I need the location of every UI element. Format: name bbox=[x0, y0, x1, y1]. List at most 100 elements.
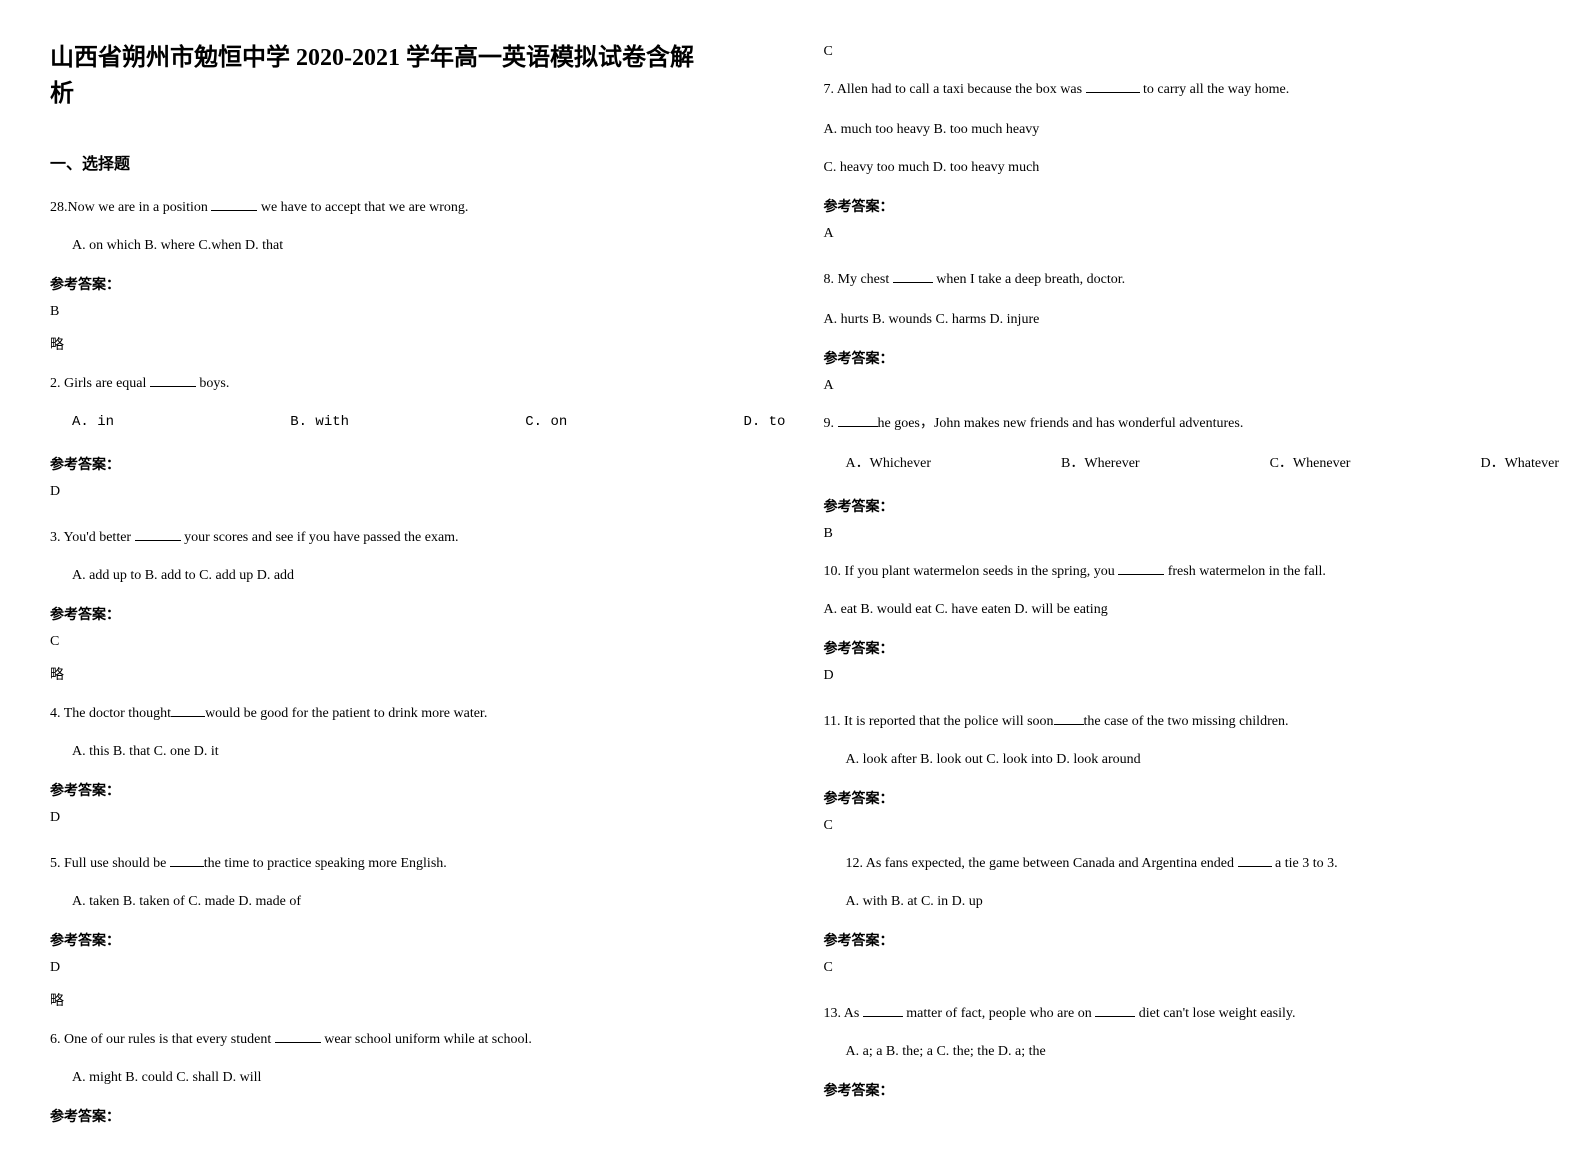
q8-stem-b: when I take a deep breath, doctor. bbox=[933, 272, 1125, 287]
q7-options-1: A. much too heavy B. too much heavy bbox=[824, 116, 1538, 144]
q3-stem-a: 3. You'd better bbox=[50, 530, 135, 545]
q5-stem-a: 5. Full use should be bbox=[50, 856, 170, 871]
q7-stem: 7. Allen had to call a taxi because the … bbox=[824, 76, 1538, 104]
q4-answer: D bbox=[50, 810, 764, 826]
q28-stem-b: we have to accept that we are wrong. bbox=[257, 200, 468, 215]
q10-stem: 10. If you plant watermelon seeds in the… bbox=[824, 558, 1538, 586]
skip-text: 略 bbox=[50, 664, 764, 684]
answer-label: 参考答案： bbox=[824, 496, 1538, 516]
blank bbox=[838, 414, 878, 427]
q9-answer: B bbox=[824, 526, 1538, 542]
q11-stem-a: 11. It is reported that the police will … bbox=[824, 714, 1054, 729]
q11-stem-b: the case of the two missing children. bbox=[1084, 714, 1289, 729]
q2-answer: D bbox=[50, 484, 764, 500]
q9-oA: A．Whichever bbox=[846, 450, 932, 478]
answer-label: 参考答案： bbox=[824, 1080, 1538, 1100]
q28-answer: B bbox=[50, 304, 764, 320]
q8-stem: 8. My chest when I take a deep breath, d… bbox=[824, 266, 1538, 294]
q3-options: A. add up to B. add to C. add up D. add bbox=[72, 562, 764, 590]
q11-stem: 11. It is reported that the police will … bbox=[824, 708, 1538, 736]
q28-options: A. on which B. where C.when D. that bbox=[72, 232, 764, 260]
q4-stem-a: 4. The doctor thought bbox=[50, 706, 171, 721]
q12-stem-a: 12. As fans expected, the game between C… bbox=[846, 856, 1238, 871]
q9-stem: 9. he goes，John makes new friends and ha… bbox=[824, 410, 1538, 438]
q5-stem-b: the time to practice speaking more Engli… bbox=[204, 856, 447, 871]
blank bbox=[1086, 80, 1140, 93]
q13-stem-b: diet can't lose weight easily. bbox=[1135, 1006, 1295, 1021]
q4-stem-b: would be good for the patient to drink m… bbox=[205, 706, 487, 721]
q6-answer: C bbox=[824, 44, 1538, 60]
q9-stem-b: he goes，John makes new friends and has w… bbox=[878, 416, 1244, 431]
skip-text: 略 bbox=[50, 334, 764, 354]
q12-answer: C bbox=[824, 960, 1538, 976]
q6-options: A. might B. could C. shall D. will bbox=[72, 1064, 764, 1092]
q3-stem: 3. You'd better your scores and see if y… bbox=[50, 524, 764, 552]
q28-stem: 28.Now we are in a position we have to a… bbox=[50, 194, 764, 222]
answer-label: 参考答案： bbox=[50, 930, 764, 950]
blank bbox=[171, 704, 205, 717]
blank bbox=[863, 1004, 903, 1017]
q13-options: A. a; a B. the; a C. the; the D. a; the bbox=[846, 1038, 1538, 1066]
blank bbox=[1095, 1004, 1135, 1017]
q2-stem-a: 2. Girls are equal bbox=[50, 376, 150, 391]
q9-stem-a: 9. bbox=[824, 416, 838, 431]
blank bbox=[170, 854, 204, 867]
q4-options: A. this B. that C. one D. it bbox=[72, 738, 764, 766]
blank bbox=[275, 1030, 321, 1043]
q2-oB: B. with bbox=[290, 408, 349, 436]
q9-oD: D．Whatever bbox=[1480, 450, 1559, 478]
blank bbox=[1054, 712, 1084, 725]
q7-stem-b: to carry all the way home. bbox=[1140, 82, 1290, 97]
answer-label: 参考答案： bbox=[824, 930, 1538, 950]
answer-label: 参考答案： bbox=[50, 604, 764, 624]
q13-stem-mid: matter of fact, people who are on bbox=[903, 1006, 1095, 1021]
q13-stem-a: 13. As bbox=[824, 1006, 863, 1021]
q2-options: A. in B. with C. on D. to bbox=[72, 408, 786, 436]
q12-options: A. with B. at C. in D. up bbox=[846, 888, 1538, 916]
q7-options-2: C. heavy too much D. too heavy much bbox=[824, 154, 1538, 182]
q2-oD: D. to bbox=[743, 408, 785, 436]
answer-label: 参考答案： bbox=[50, 454, 764, 474]
q7-stem-a: 7. Allen had to call a taxi because the … bbox=[824, 82, 1086, 97]
exam-title: 山西省朔州市勉恒中学 2020-2021 学年高一英语模拟试卷含解 析 bbox=[50, 40, 764, 112]
q12-stem-b: a tie 3 to 3. bbox=[1272, 856, 1338, 871]
q8-stem-a: 8. My chest bbox=[824, 272, 893, 287]
q10-stem-a: 10. If you plant watermelon seeds in the… bbox=[824, 564, 1119, 579]
q6-stem-b: wear school uniform while at school. bbox=[321, 1032, 532, 1047]
answer-label: 参考答案： bbox=[824, 788, 1538, 808]
exam-page: 山西省朔州市勉恒中学 2020-2021 学年高一英语模拟试卷含解 析 一、选择… bbox=[0, 0, 1587, 1172]
blank bbox=[211, 198, 257, 211]
right-column: C 7. Allen had to call a taxi because th… bbox=[824, 40, 1538, 1132]
q13-stem: 13. As matter of fact, people who are on… bbox=[824, 1000, 1538, 1028]
q10-stem-b: fresh watermelon in the fall. bbox=[1164, 564, 1326, 579]
skip-text: 略 bbox=[50, 990, 764, 1010]
q5-options: A. taken B. taken of C. made D. made of bbox=[72, 888, 764, 916]
title-line-2: 析 bbox=[50, 81, 74, 107]
q11-options: A. look after B. look out C. look into D… bbox=[846, 746, 1538, 774]
blank bbox=[1118, 562, 1164, 575]
answer-label: 参考答案： bbox=[50, 274, 764, 294]
answer-label: 参考答案： bbox=[824, 196, 1538, 216]
q9-options: A．Whichever B．Wherever C．Whenever D．What… bbox=[846, 450, 1560, 478]
q28-stem-a: 28.Now we are in a position bbox=[50, 200, 211, 215]
blank bbox=[893, 270, 933, 283]
q5-stem: 5. Full use should be the time to practi… bbox=[50, 850, 764, 878]
q9-oB: B．Wherever bbox=[1061, 450, 1140, 478]
q10-answer: D bbox=[824, 668, 1538, 684]
answer-label: 参考答案： bbox=[50, 1106, 764, 1126]
q2-oA: A. in bbox=[72, 408, 114, 436]
q2-oC: C. on bbox=[525, 408, 567, 436]
q8-options: A. hurts B. wounds C. harms D. injure bbox=[824, 306, 1538, 334]
title-line-1: 山西省朔州市勉恒中学 2020-2021 学年高一英语模拟试卷含解 bbox=[50, 45, 694, 71]
q12-stem: 12. As fans expected, the game between C… bbox=[846, 850, 1538, 878]
blank bbox=[135, 528, 181, 541]
blank bbox=[150, 374, 196, 387]
q3-answer: C bbox=[50, 634, 764, 650]
section-heading: 一、选择题 bbox=[50, 150, 764, 174]
q6-stem: 6. One of our rules is that every studen… bbox=[50, 1026, 764, 1054]
q3-stem-b: your scores and see if you have passed t… bbox=[181, 530, 459, 545]
q11-answer: C bbox=[824, 818, 1538, 834]
q10-options: A. eat B. would eat C. have eaten D. wil… bbox=[824, 596, 1538, 624]
blank bbox=[1238, 854, 1272, 867]
q9-oC: C．Whenever bbox=[1270, 450, 1351, 478]
